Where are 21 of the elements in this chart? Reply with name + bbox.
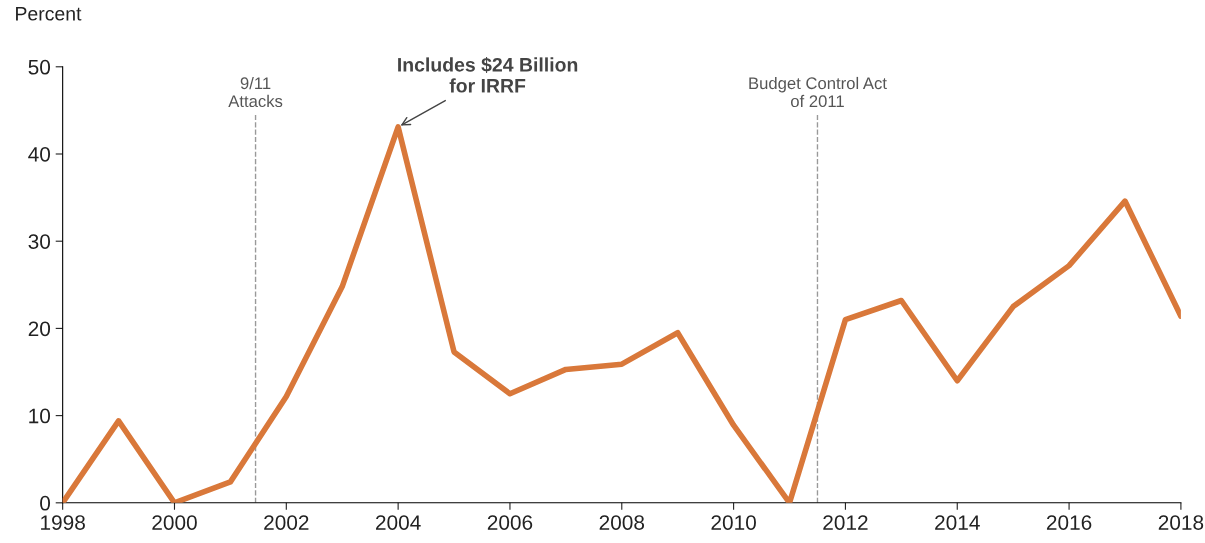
- ref-line-label: Budget Control Act of 2011: [749, 76, 887, 108]
- y-tick-label: 10: [29, 408, 51, 424]
- y-tick-label: 40: [28, 147, 51, 162]
- y-tick-label: 30: [28, 234, 51, 249]
- x-tick-label: 2006: [487, 515, 533, 530]
- x-tick-label: 2018: [1158, 515, 1204, 530]
- annotation: Includes $24 Billion for IRRF: [398, 57, 578, 93]
- y-tick-label: 20: [28, 321, 51, 337]
- ref-line-label: 9/11 Attacks: [228, 76, 283, 108]
- x-tick-label: 2010: [711, 515, 756, 530]
- x-tick-label: 2016: [1046, 515, 1092, 530]
- x-tick-label: 2002: [264, 515, 309, 530]
- x-tick-label: 2014: [935, 515, 980, 530]
- y-tick-label: 50: [28, 59, 51, 75]
- x-tick-label: 2004: [376, 515, 421, 530]
- x-tick-label: 2008: [599, 515, 645, 530]
- x-tick-label: 2000: [152, 515, 197, 530]
- x-tick-label: 2012: [823, 515, 868, 530]
- y-tick-label: 0: [40, 495, 51, 511]
- y-axis-title: Percent: [16, 7, 82, 21]
- x-tick-label: 1998: [41, 515, 85, 530]
